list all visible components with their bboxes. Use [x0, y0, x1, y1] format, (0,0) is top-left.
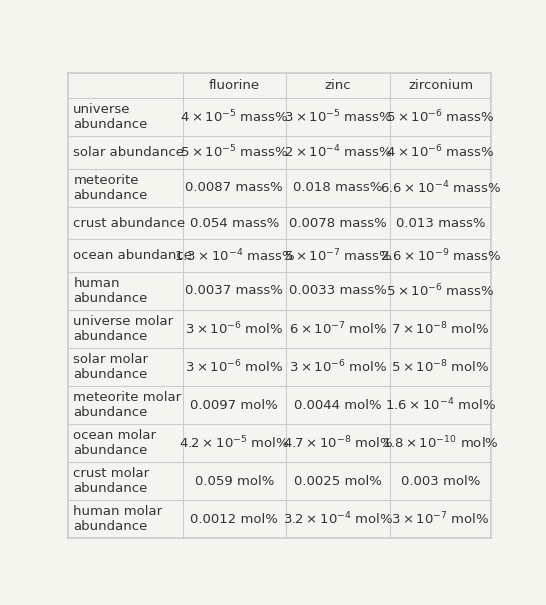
Text: universe
abundance: universe abundance	[73, 103, 148, 131]
Text: human molar
abundance: human molar abundance	[73, 505, 163, 534]
Text: $2\times10^{-4}$ mass%: $2\times10^{-4}$ mass%	[284, 144, 393, 161]
Text: $5\times10^{-7}$ mass%: $5\times10^{-7}$ mass%	[284, 247, 393, 264]
Text: 0.0044 mol%: 0.0044 mol%	[294, 399, 382, 411]
Text: 0.013 mass%: 0.013 mass%	[396, 217, 485, 229]
Text: ocean abundance: ocean abundance	[73, 249, 192, 262]
Text: $5\times10^{-8}$ mol%: $5\times10^{-8}$ mol%	[391, 359, 490, 375]
Text: $2.6\times10^{-9}$ mass%: $2.6\times10^{-9}$ mass%	[380, 247, 501, 264]
Text: $6.6\times10^{-4}$ mass%: $6.6\times10^{-4}$ mass%	[380, 180, 501, 196]
Text: $5\times10^{-5}$ mass%: $5\times10^{-5}$ mass%	[180, 144, 289, 161]
Text: universe molar
abundance: universe molar abundance	[73, 315, 174, 343]
Text: $3.2\times10^{-4}$ mol%: $3.2\times10^{-4}$ mol%	[283, 511, 393, 528]
Text: $3\times10^{-6}$ mol%: $3\times10^{-6}$ mol%	[185, 321, 283, 337]
Text: solar molar
abundance: solar molar abundance	[73, 353, 149, 381]
Text: solar abundance: solar abundance	[73, 146, 185, 159]
Text: $4.2\times10^{-5}$ mol%: $4.2\times10^{-5}$ mol%	[179, 435, 289, 451]
Text: $3\times10^{-5}$ mass%: $3\times10^{-5}$ mass%	[284, 109, 393, 125]
Text: $4\times10^{-5}$ mass%: $4\times10^{-5}$ mass%	[180, 109, 289, 125]
Text: crust molar
abundance: crust molar abundance	[73, 467, 150, 495]
Text: human
abundance: human abundance	[73, 277, 148, 305]
Text: fluorine: fluorine	[209, 79, 260, 92]
Text: $6\times10^{-7}$ mol%: $6\times10^{-7}$ mol%	[289, 321, 387, 337]
Text: meteorite
abundance: meteorite abundance	[73, 174, 148, 202]
Text: $5\times10^{-6}$ mass%: $5\times10^{-6}$ mass%	[387, 109, 495, 125]
Text: $1.8\times10^{-10}$ mol%: $1.8\times10^{-10}$ mol%	[382, 435, 499, 451]
Text: 0.003 mol%: 0.003 mol%	[401, 475, 480, 488]
Text: $1.3\times10^{-4}$ mass%: $1.3\times10^{-4}$ mass%	[174, 247, 295, 264]
Text: 0.054 mass%: 0.054 mass%	[189, 217, 279, 229]
Text: 0.0087 mass%: 0.0087 mass%	[186, 182, 283, 194]
Text: $3\times10^{-7}$ mol%: $3\times10^{-7}$ mol%	[391, 511, 490, 528]
Text: 0.0097 mol%: 0.0097 mol%	[191, 399, 278, 411]
Text: 0.018 mass%: 0.018 mass%	[293, 182, 383, 194]
Text: crust abundance: crust abundance	[73, 217, 186, 229]
Text: 0.0037 mass%: 0.0037 mass%	[186, 284, 283, 298]
Text: 0.059 mol%: 0.059 mol%	[194, 475, 274, 488]
Text: 0.0025 mol%: 0.0025 mol%	[294, 475, 382, 488]
Text: ocean molar
abundance: ocean molar abundance	[73, 429, 156, 457]
Text: $5\times10^{-6}$ mass%: $5\times10^{-6}$ mass%	[387, 283, 495, 299]
Text: $4\times10^{-6}$ mass%: $4\times10^{-6}$ mass%	[387, 144, 495, 161]
Text: 0.0012 mol%: 0.0012 mol%	[191, 513, 278, 526]
Text: meteorite molar
abundance: meteorite molar abundance	[73, 391, 181, 419]
Text: $3\times10^{-6}$ mol%: $3\times10^{-6}$ mol%	[185, 359, 283, 375]
Text: $3\times10^{-6}$ mol%: $3\times10^{-6}$ mol%	[289, 359, 387, 375]
Text: $4.7\times10^{-8}$ mol%: $4.7\times10^{-8}$ mol%	[283, 435, 393, 451]
Text: 0.0078 mass%: 0.0078 mass%	[289, 217, 387, 229]
Text: zinc: zinc	[325, 79, 351, 92]
Text: 0.0033 mass%: 0.0033 mass%	[289, 284, 387, 298]
Text: $7\times10^{-8}$ mol%: $7\times10^{-8}$ mol%	[391, 321, 490, 337]
Text: $1.6\times10^{-4}$ mol%: $1.6\times10^{-4}$ mol%	[385, 397, 496, 413]
Text: zirconium: zirconium	[408, 79, 473, 92]
